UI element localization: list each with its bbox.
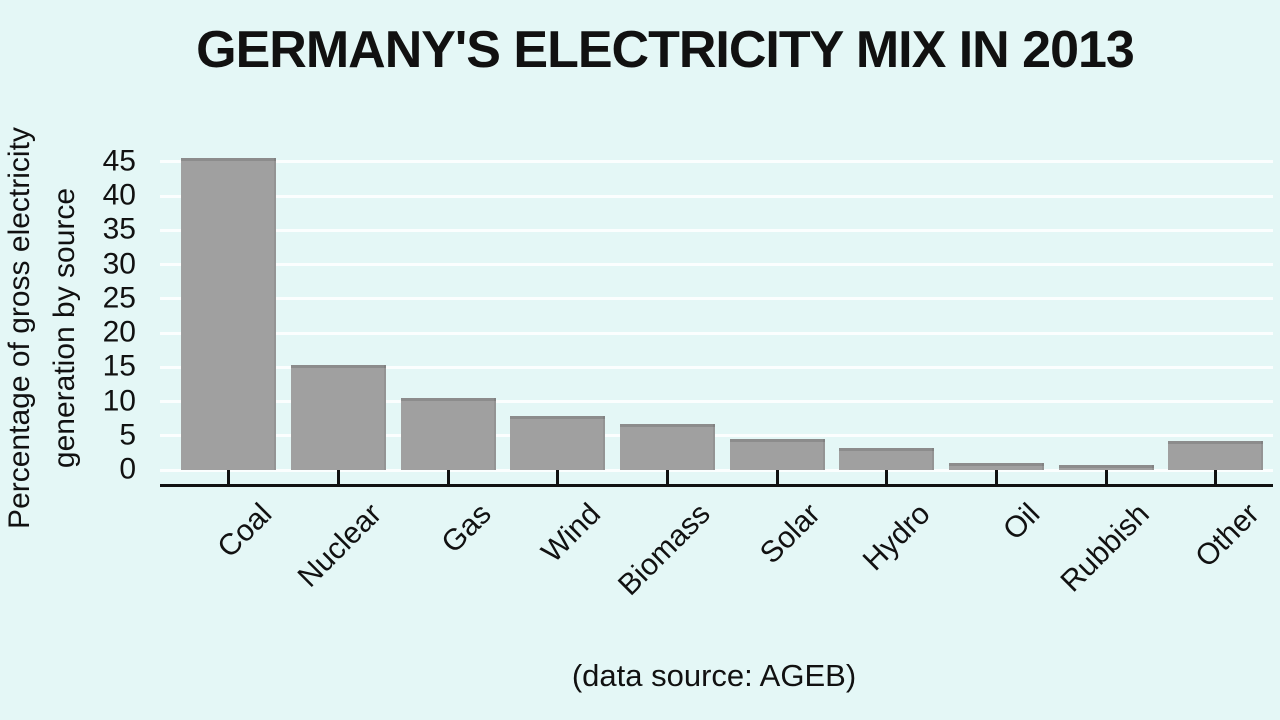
y-tick-label-15: 15 xyxy=(102,349,136,383)
gridline-30 xyxy=(160,263,1273,266)
gridline-45 xyxy=(160,160,1273,164)
x-tick-label-hydro: Hydro xyxy=(856,497,937,578)
x-tick-coal xyxy=(227,470,231,487)
y-tick-label-10: 10 xyxy=(102,383,136,417)
x-tick-label-other: Other xyxy=(1189,497,1266,574)
bar-nuclear xyxy=(290,364,386,470)
bar-rubbish xyxy=(1058,465,1154,470)
x-tick-solar xyxy=(775,470,779,487)
gridline-40 xyxy=(160,194,1273,198)
bar-coal xyxy=(181,158,277,470)
chart-title: GERMANY'S ELECTRICITY MIX IN 2013 xyxy=(196,21,1135,79)
gridline-25 xyxy=(160,297,1273,301)
x-tick-label-solar: Solar xyxy=(753,497,827,571)
x-tick-label-nuclear: Nuclear xyxy=(291,497,388,594)
bar-oil xyxy=(949,463,1044,470)
x-tick-wind xyxy=(556,470,560,487)
gridline-20 xyxy=(160,331,1273,335)
x-tick-label-wind: Wind xyxy=(535,497,608,569)
y-tick-label-35: 35 xyxy=(102,212,136,246)
bar-biomass xyxy=(619,424,715,470)
y-tick-label-40: 40 xyxy=(102,178,136,212)
y-tick-label-0: 0 xyxy=(119,452,136,486)
y-axis-title-line-1: Percentage of gross electricity xyxy=(3,127,36,529)
x-tick-nuclear xyxy=(336,470,340,487)
bar-other xyxy=(1168,440,1264,470)
x-axis-line xyxy=(160,484,1273,487)
bar-hydro xyxy=(839,448,935,470)
y-tick-label-20: 20 xyxy=(102,315,136,349)
gridline-5 xyxy=(160,434,1273,438)
x-tick-oil xyxy=(995,470,998,487)
x-tick-label-oil: Oil xyxy=(996,497,1047,547)
x-tick-label-biomass: Biomass xyxy=(612,497,718,602)
x-tick-gas xyxy=(446,470,450,487)
y-tick-label-30: 30 xyxy=(102,246,136,280)
bar-gas xyxy=(400,398,496,470)
y-tick-label-45: 45 xyxy=(102,144,136,178)
x-tick-rubbish xyxy=(1104,470,1108,487)
y-tick-label-25: 25 xyxy=(102,281,136,315)
x-tick-hydro xyxy=(885,470,889,487)
bar-wind xyxy=(510,415,606,470)
x-tick-label-coal: Coal xyxy=(211,497,279,565)
gridline-0 xyxy=(160,468,1273,472)
gridline-35 xyxy=(160,228,1273,232)
x-tick-biomass xyxy=(665,470,669,487)
data-source-caption: (data source: AGEB) xyxy=(571,658,857,693)
gridline-15 xyxy=(160,365,1273,369)
y-tick-label-5: 5 xyxy=(119,418,136,452)
x-tick-label-rubbish: Rubbish xyxy=(1054,497,1156,599)
bar-solar xyxy=(729,439,825,470)
gridline-10 xyxy=(160,400,1273,403)
x-tick-other xyxy=(1214,470,1218,487)
x-tick-label-gas: Gas xyxy=(435,497,498,560)
